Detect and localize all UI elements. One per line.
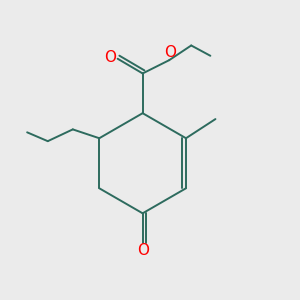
Text: O: O	[136, 244, 148, 259]
Text: O: O	[104, 50, 116, 65]
Text: O: O	[164, 45, 176, 60]
